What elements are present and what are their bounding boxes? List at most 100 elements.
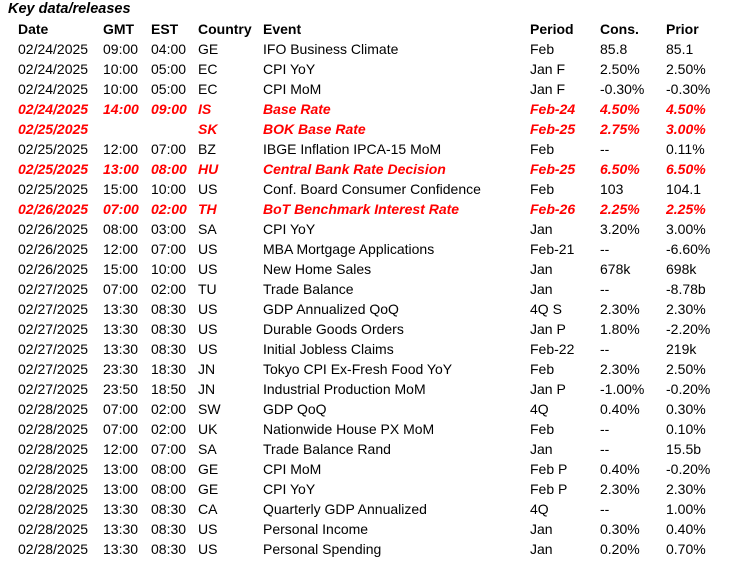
cell-cons: 2.30% — [600, 481, 640, 497]
cell-event: Base Rate — [263, 101, 331, 117]
cell-prior: -0.30% — [666, 81, 711, 97]
cell-cons: 2.30% — [600, 301, 640, 317]
cell-cons: 3.20% — [600, 221, 640, 237]
cell-gmt: 07:00 — [103, 281, 139, 297]
cell-gmt: 12:00 — [103, 141, 139, 157]
cell-date: 02/27/2025 — [18, 281, 89, 297]
cell-date: 02/27/2025 — [18, 341, 89, 357]
cell-est: 05:00 — [151, 81, 187, 97]
column-header-gmt: GMT — [103, 21, 135, 37]
cell-gmt: 14:00 — [103, 101, 139, 117]
cell-event: Tokyo CPI Ex-Fresh Food YoY — [263, 361, 453, 377]
cell-period: Feb-25 — [530, 161, 576, 177]
cell-country: US — [198, 261, 218, 277]
cell-country: US — [198, 321, 218, 337]
cell-country: TH — [198, 201, 217, 217]
cell-prior: 6.50% — [666, 161, 706, 177]
cell-event: MBA Mortgage Applications — [263, 241, 435, 257]
cell-est: 18:50 — [151, 381, 187, 397]
cell-date: 02/25/2025 — [18, 181, 89, 197]
cell-cons: -1.00% — [600, 381, 645, 397]
column-header-est: EST — [151, 21, 179, 37]
cell-cons: 0.20% — [600, 541, 640, 557]
cell-period: Jan P — [530, 321, 566, 337]
cell-cons: 6.50% — [600, 161, 640, 177]
cell-prior: 2.50% — [666, 61, 706, 77]
table-row: 02/28/2025 13:00 08:00 GE CPI MoM Feb P 0.40% -… — [0, 459, 729, 479]
cell-country: HU — [198, 161, 219, 177]
cell-est: 03:00 — [151, 221, 187, 237]
cell-cons: 678k — [600, 261, 631, 277]
cell-date: 02/27/2025 — [18, 361, 89, 377]
table-row: 02/25/2025 15:00 10:00 US Conf. Board Consum… — [0, 179, 729, 199]
table-row: 02/28/2025 07:00 02:00 UK Nationwide House P… — [0, 419, 729, 439]
cell-cons: -0.30% — [600, 81, 645, 97]
cell-prior: 2.25% — [666, 201, 706, 217]
cell-prior: -0.20% — [666, 461, 711, 477]
table-row: 02/28/2025 13:30 08:30 US Personal Income Jan… — [0, 519, 729, 539]
cell-country: US — [198, 181, 218, 197]
cell-date: 02/27/2025 — [18, 301, 89, 317]
cell-gmt: 13:30 — [103, 501, 139, 517]
cell-gmt: 15:00 — [103, 181, 139, 197]
cell-date: 02/24/2025 — [18, 41, 89, 57]
table-row: 02/28/2025 13:30 08:30 US Personal Spending J… — [0, 539, 729, 559]
column-header-country: Country — [198, 21, 252, 37]
table-row: 02/24/2025 09:00 04:00 GE IFO Business Clima… — [0, 39, 729, 59]
cell-event: Central Bank Rate Decision — [263, 161, 446, 177]
cell-country: SK — [198, 121, 218, 137]
cell-cons: 85.8 — [600, 41, 628, 57]
cell-cons: -- — [600, 501, 610, 517]
cell-cons: -- — [600, 281, 610, 297]
cell-est: 07:00 — [151, 441, 187, 457]
cell-prior: 219k — [666, 341, 697, 357]
cell-gmt: 15:00 — [103, 261, 139, 277]
table-row: 02/27/2025 23:50 18:50 JN Industrial Product… — [0, 379, 729, 399]
cell-period: 4Q S — [530, 301, 562, 317]
cell-country: CA — [198, 501, 218, 517]
cell-event: New Home Sales — [263, 261, 372, 277]
table-row: 02/25/2025 13:00 08:00 HU Central Bank Rate … — [0, 159, 729, 179]
cell-est: 08:00 — [151, 481, 187, 497]
cell-country: US — [198, 241, 218, 257]
cell-gmt — [103, 119, 151, 139]
table-row: 02/28/2025 07:00 02:00 SW GDP QoQ 4Q 0.40% 0.30… — [0, 399, 729, 419]
cell-date: 02/28/2025 — [18, 421, 89, 437]
cell-country: SA — [198, 441, 217, 457]
cell-event: GDP QoQ — [263, 401, 327, 417]
table-row: 02/26/2025 12:00 07:00 US MBA Mortgage Appli… — [0, 239, 729, 259]
cell-est: 10:00 — [151, 181, 187, 197]
cell-date: 02/26/2025 — [18, 201, 89, 217]
cell-est: 05:00 — [151, 61, 187, 77]
cell-country: BZ — [198, 141, 216, 157]
column-header-period: Period — [530, 21, 574, 37]
table-row: 02/28/2025 12:00 07:00 SA Trade Balance Rand… — [0, 439, 729, 459]
cell-date: 02/28/2025 — [18, 501, 89, 517]
cell-prior: 0.40% — [666, 521, 706, 537]
cell-est: 02:00 — [151, 281, 187, 297]
cell-period: 4Q — [530, 401, 549, 417]
cell-gmt: 12:00 — [103, 441, 139, 457]
table-row: 02/24/2025 10:00 05:00 EC CPI MoM Jan F -0.30%… — [0, 79, 729, 99]
releases-table: Date GMT EST Country Event Period Cons. … — [0, 19, 729, 559]
cell-cons: -- — [600, 341, 610, 357]
cell-country: JN — [198, 361, 216, 377]
cell-gmt: 13:00 — [103, 161, 139, 177]
cell-prior: 2.30% — [666, 481, 706, 497]
cell-date: 02/28/2025 — [18, 521, 89, 537]
cell-cons: -- — [600, 241, 610, 257]
cell-est: 02:00 — [151, 401, 187, 417]
cell-est: 07:00 — [151, 141, 187, 157]
cell-est: 08:30 — [151, 521, 187, 537]
cell-gmt: 13:30 — [103, 541, 139, 557]
cell-period: Jan — [530, 441, 553, 457]
cell-cons: -- — [600, 421, 610, 437]
cell-cons: 2.30% — [600, 361, 640, 377]
table-row: 02/28/2025 13:00 08:00 GE CPI YoY Feb P 2.30% 2… — [0, 479, 729, 499]
cell-cons: 2.50% — [600, 61, 640, 77]
cell-cons: 0.40% — [600, 461, 640, 477]
column-header-date: Date — [18, 21, 49, 37]
cell-est: 08:30 — [151, 341, 187, 357]
cell-cons: 0.40% — [600, 401, 640, 417]
cell-country: TU — [198, 281, 217, 297]
